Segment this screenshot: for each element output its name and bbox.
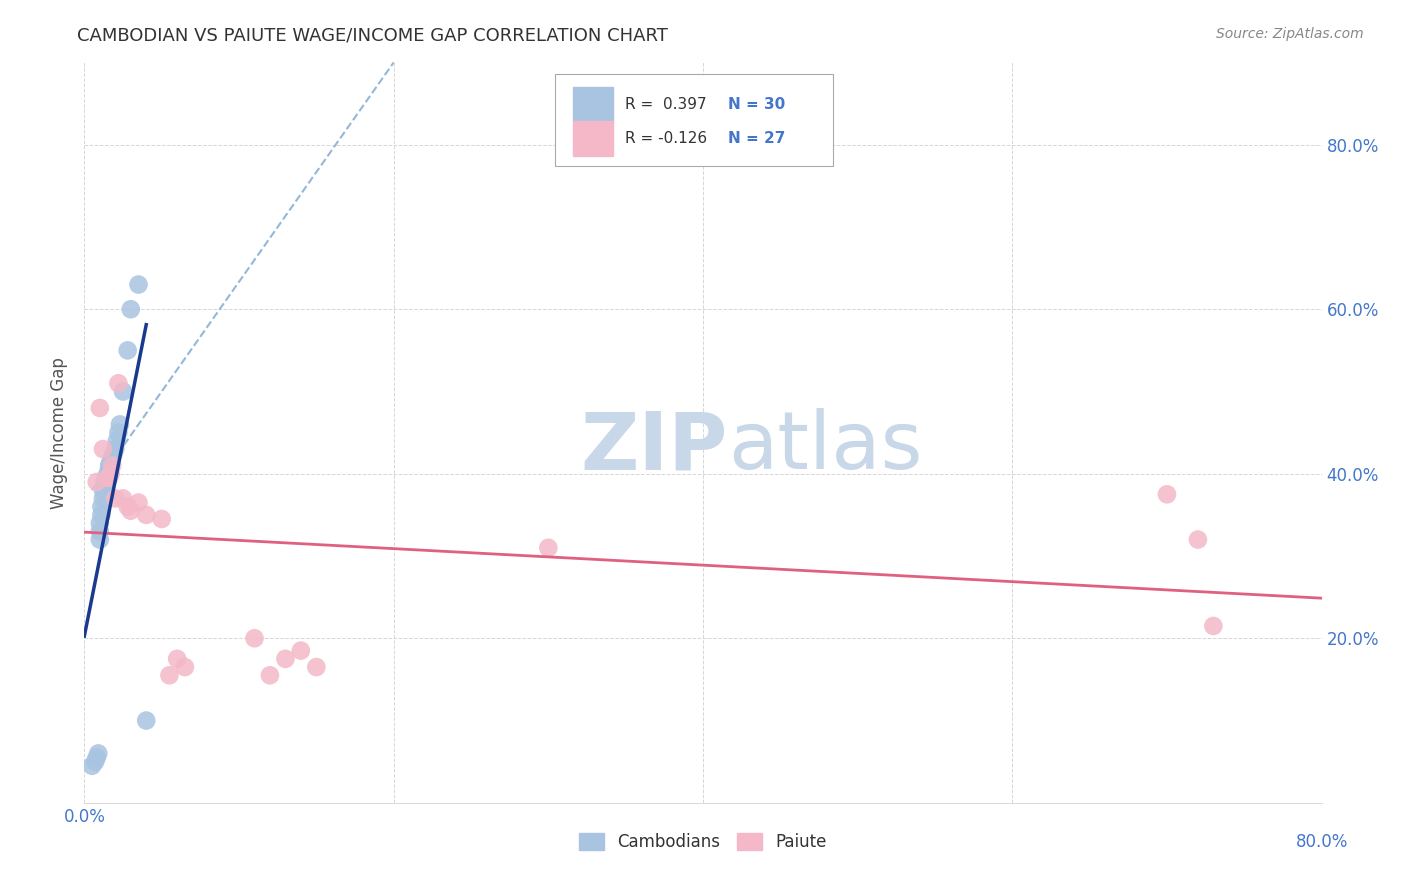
Text: N = 27: N = 27 <box>728 131 785 146</box>
Point <box>98 462 121 476</box>
Point <box>104 491 127 506</box>
Point <box>150 512 173 526</box>
Point <box>89 516 111 530</box>
Text: Source: ZipAtlas.com: Source: ZipAtlas.com <box>1216 27 1364 41</box>
Point <box>537 541 560 555</box>
FancyBboxPatch shape <box>554 73 832 166</box>
Point <box>90 508 112 522</box>
Point <box>101 458 124 473</box>
Point <box>159 668 180 682</box>
Point <box>274 652 297 666</box>
Point <box>101 450 124 465</box>
Point <box>91 491 114 506</box>
Point <box>117 343 139 358</box>
Text: CAMBODIAN VS PAIUTE WAGE/INCOME GAP CORRELATION CHART: CAMBODIAN VS PAIUTE WAGE/INCOME GAP CORR… <box>77 27 668 45</box>
Text: atlas: atlas <box>728 409 922 486</box>
Bar <box>574 87 613 122</box>
Point <box>305 660 328 674</box>
Point <box>98 471 121 485</box>
Point <box>135 714 157 728</box>
Y-axis label: Wage/Income Gap: Wage/Income Gap <box>51 357 69 508</box>
Point <box>1187 533 1209 547</box>
Point <box>108 417 131 432</box>
Point <box>86 750 108 764</box>
Point <box>89 524 111 539</box>
Text: N = 30: N = 30 <box>728 97 785 112</box>
Point <box>135 508 157 522</box>
Point <box>166 652 188 666</box>
Point <box>100 454 122 468</box>
Point <box>90 500 112 514</box>
Point <box>93 475 115 489</box>
Point <box>86 475 108 489</box>
Point <box>96 471 118 485</box>
Point <box>107 376 129 391</box>
Point <box>290 643 312 657</box>
Legend: Cambodians, Paiute: Cambodians, Paiute <box>572 826 834 857</box>
Text: 80.0%: 80.0% <box>1295 833 1348 851</box>
Point <box>117 500 139 514</box>
Point <box>82 758 104 772</box>
Point <box>112 384 135 399</box>
Point <box>243 632 266 646</box>
Point <box>259 668 281 682</box>
Point <box>105 434 128 448</box>
Text: R = -0.126: R = -0.126 <box>626 131 707 146</box>
Point <box>120 302 142 317</box>
Point <box>127 495 149 509</box>
Point <box>87 747 110 761</box>
Point <box>84 755 107 769</box>
Point <box>103 446 125 460</box>
Point <box>89 401 111 415</box>
Point <box>1202 619 1225 633</box>
Point <box>127 277 149 292</box>
Text: ZIP: ZIP <box>581 409 728 486</box>
Point <box>1156 487 1178 501</box>
Point <box>91 483 114 498</box>
Point <box>174 660 197 674</box>
Text: R =  0.397: R = 0.397 <box>626 97 707 112</box>
Point <box>91 442 114 456</box>
Point <box>100 467 122 481</box>
Point <box>98 458 121 473</box>
Point <box>96 467 118 481</box>
Point <box>112 491 135 506</box>
Point <box>94 471 117 485</box>
Point <box>120 504 142 518</box>
Point <box>89 533 111 547</box>
Point <box>96 471 118 485</box>
Point <box>104 442 127 456</box>
Bar <box>574 120 613 156</box>
Point <box>93 479 115 493</box>
Point <box>107 425 129 440</box>
